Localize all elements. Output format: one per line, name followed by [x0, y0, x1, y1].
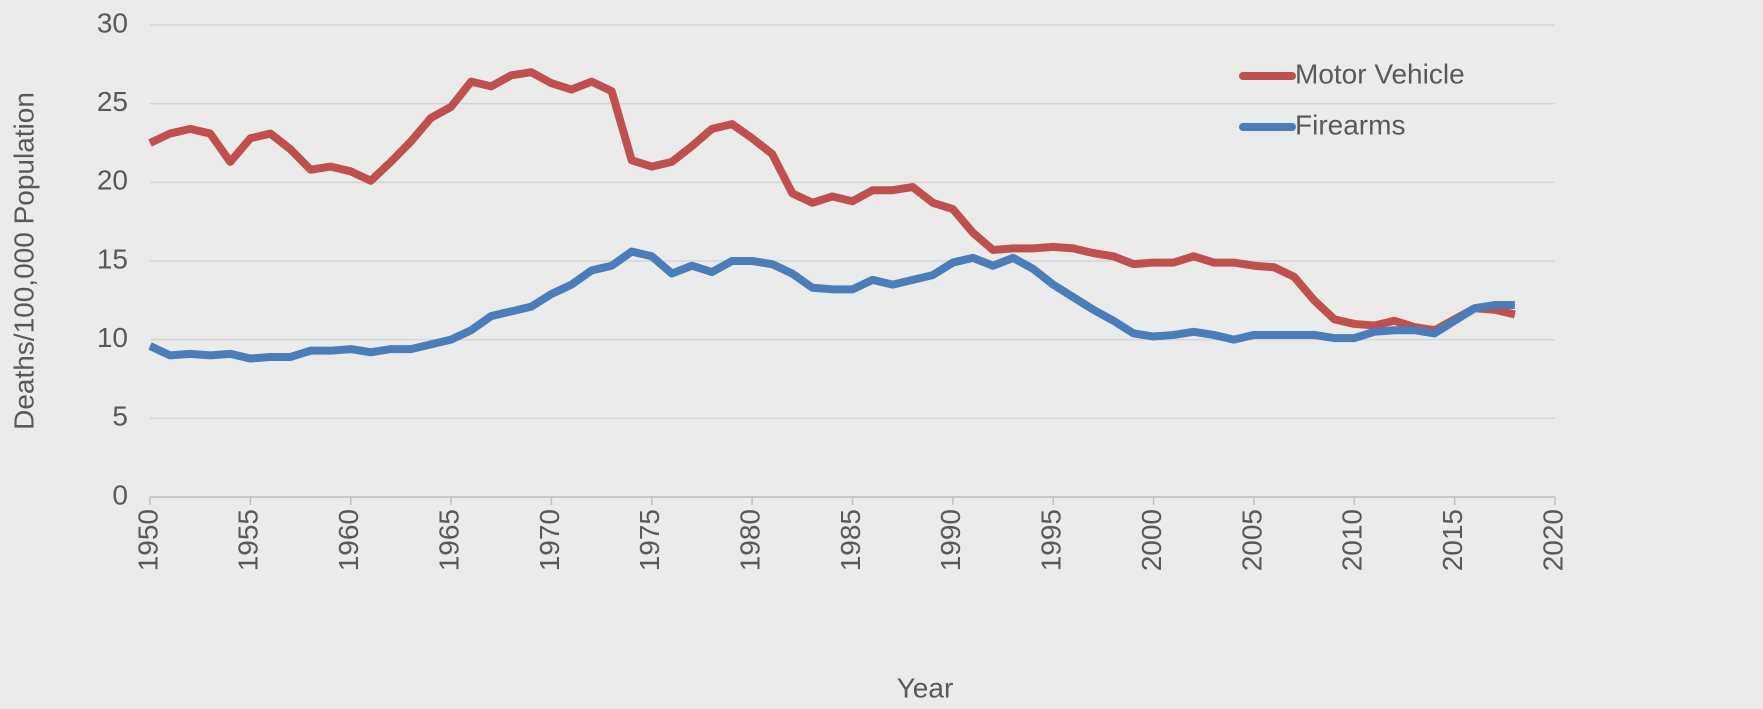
y-tick-label: 20	[97, 165, 128, 196]
x-tick-label: 1965	[433, 509, 464, 571]
y-tick-label: 25	[97, 86, 128, 117]
x-tick-label: 1960	[333, 509, 364, 571]
x-axis-label: Year	[897, 672, 954, 703]
y-tick-label: 10	[97, 322, 128, 353]
x-tick-label: 2000	[1136, 509, 1167, 571]
x-tick-label: 2015	[1437, 509, 1468, 571]
legend-label: Firearms	[1295, 109, 1405, 140]
y-tick-label: 5	[112, 401, 128, 432]
x-tick-label: 1990	[935, 509, 966, 571]
x-tick-label: 1975	[634, 509, 665, 571]
y-axis-label: Deaths/100,000 Population	[8, 92, 39, 430]
x-tick-label: 2020	[1537, 509, 1568, 571]
y-tick-label: 30	[97, 7, 128, 38]
x-tick-label: 1995	[1036, 509, 1067, 571]
y-tick-label: 15	[97, 243, 128, 274]
legend-label: Motor Vehicle	[1295, 58, 1465, 89]
x-tick-label: 2010	[1337, 509, 1368, 571]
y-tick-label: 0	[112, 479, 128, 510]
x-tick-label: 2005	[1236, 509, 1267, 571]
data-line	[148, 247, 1515, 363]
x-tick-label: 1980	[735, 509, 766, 571]
data-line	[148, 68, 1516, 335]
x-tick-label: 1985	[835, 509, 866, 571]
x-tick-label: 1950	[132, 509, 163, 571]
x-tick-label: 1955	[233, 509, 264, 571]
x-tick-label: 1970	[534, 509, 565, 571]
